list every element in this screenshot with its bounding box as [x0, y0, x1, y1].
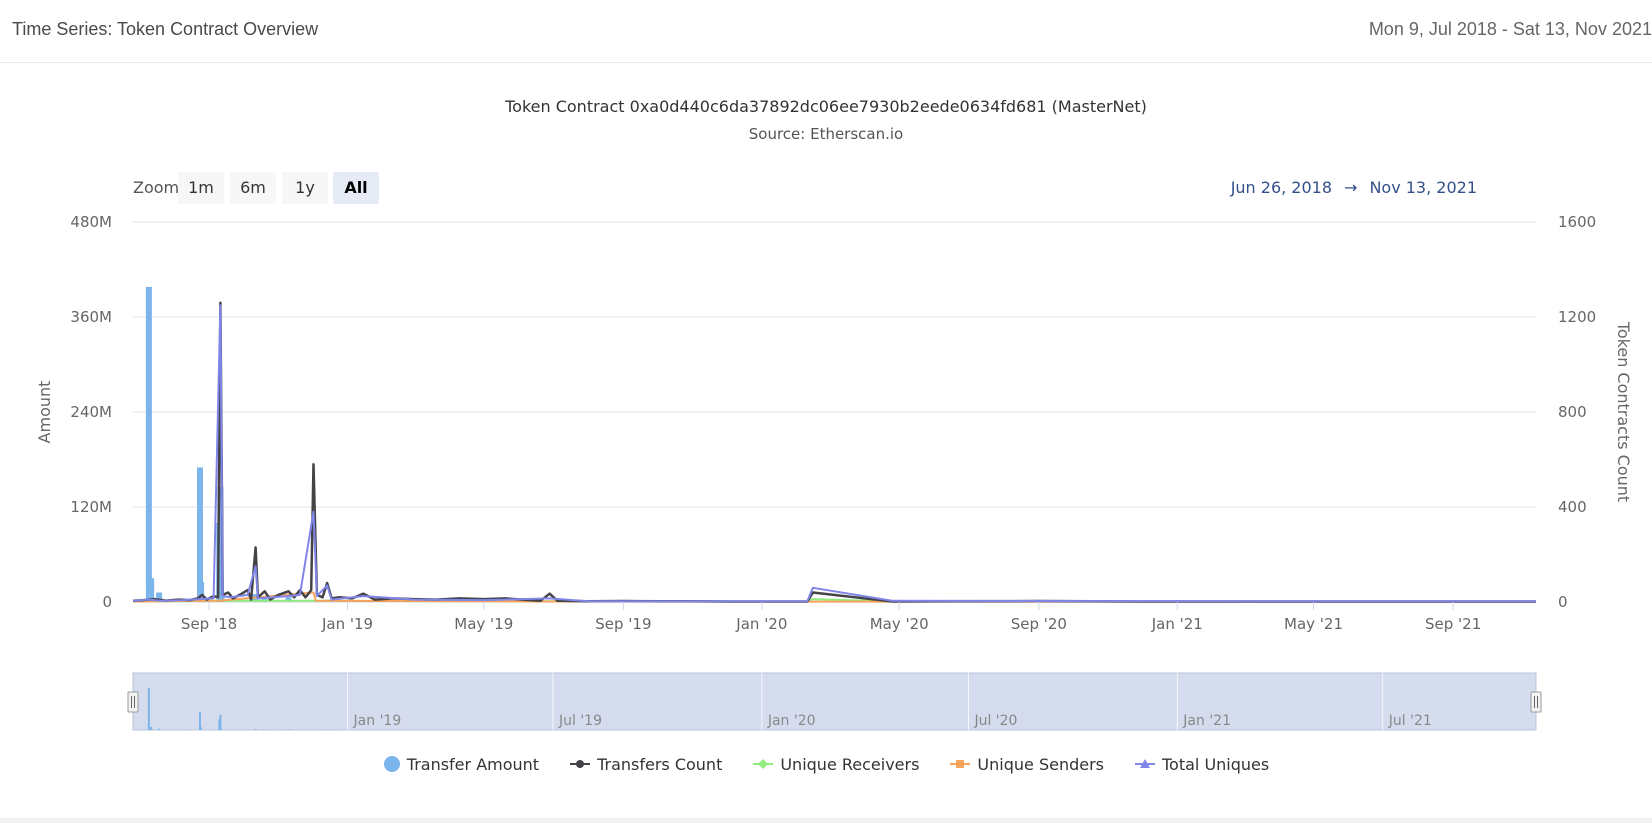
transfer-amount-bar	[218, 595, 225, 602]
chart-legend: Transfer Amount Transfers Count Unique R…	[0, 752, 1652, 776]
navigator-tick-label: Jul '21	[1388, 713, 1432, 729]
y-right-tick-label: 0	[1558, 593, 1568, 611]
transfers-count-line	[132, 301, 1536, 603]
range-arrow-icon: →	[1344, 178, 1358, 197]
zoom-6m-button[interactable]: 6m	[230, 172, 276, 204]
x-tick-label: Jan '19	[321, 615, 373, 633]
navigator-bar	[218, 719, 221, 730]
navigator-right-handle	[1530, 691, 1542, 713]
navigator-bar	[263, 729, 266, 731]
zoom-1m-button[interactable]: 1m	[178, 172, 224, 204]
legend-label: Total Uniques	[1162, 754, 1270, 774]
range-to-input[interactable]: Nov 13, 2021	[1369, 178, 1477, 197]
x-tick-label: May '21	[1284, 615, 1343, 633]
zoom-all-button[interactable]: All	[333, 172, 379, 204]
navigator-tick-label: Jul '19	[558, 713, 602, 729]
total-uniques-line	[132, 304, 1536, 603]
navigator-bar	[254, 728, 257, 730]
chart-series	[132, 286, 1537, 603]
page-title: Time Series: Token Contract Overview	[12, 19, 319, 39]
chart-axes: 0 0 120M 400 240M 800 360M 1200 480M 1600 Amount To…	[35, 213, 1633, 633]
x-tick-label: Sep '19	[595, 615, 651, 633]
navigator-bar	[287, 729, 290, 730]
y-left-tick-label: 120M	[70, 498, 112, 516]
page-header: Time Series: Token Contract Overview Mon…	[0, 0, 1652, 63]
transfer-amount-bar	[145, 286, 152, 602]
navigator-bar	[198, 711, 201, 730]
navigator-bar	[200, 727, 203, 730]
legend-marker-line-diamond-icon	[753, 759, 774, 769]
y-left-tick-label: 360M	[70, 308, 112, 326]
navigator-bar	[327, 729, 330, 731]
legend-label: Transfers Count	[597, 754, 723, 774]
footer-divider	[0, 818, 1652, 823]
x-tick-label: May '19	[454, 615, 513, 633]
range-from-input[interactable]: Jun 26, 2018	[1230, 178, 1333, 197]
legend-label: Unique Senders	[977, 754, 1104, 774]
navigator-bar	[185, 729, 188, 731]
x-tick-label: Sep '18	[181, 615, 237, 633]
x-tick-label: Jan '21	[1151, 615, 1203, 633]
navigator-selection	[132, 672, 1537, 731]
y-right-tick-label: 1600	[1558, 213, 1596, 231]
legend-item-transfer-amount[interactable]: Transfer Amount	[383, 752, 539, 776]
y-left-tick-label: 480M	[70, 213, 112, 231]
y-left-tick-label: 240M	[70, 403, 112, 421]
date-range-display: Jun 26, 2018 → Nov 13, 2021	[1231, 178, 1477, 197]
transfer-amount-bar	[196, 467, 203, 602]
date-range-label: Mon 9, Jul 2018 - Sat 13, Nov 2021	[1368, 19, 1652, 39]
legend-marker-line-circle-icon	[570, 760, 591, 768]
legend-marker-circle-icon	[383, 756, 400, 772]
navigator-bar	[220, 729, 223, 730]
legend-marker-line-triangle-icon	[1135, 759, 1155, 768]
x-tick-label: May '20	[870, 615, 929, 633]
legend-item-total-uniques[interactable]: Total Uniques	[1134, 752, 1269, 776]
x-tick-label: Sep '20	[1011, 615, 1067, 633]
navigator-bar	[150, 726, 153, 730]
navigator-bar	[158, 728, 161, 730]
legend-item-unique-receivers[interactable]: Unique Receivers	[752, 752, 919, 776]
navigator-tick-label: Jan '19	[353, 713, 402, 729]
transfer-amount-bar	[148, 578, 155, 602]
chart-subtitle: Source: Etherscan.io	[748, 125, 904, 143]
transfer-amount-bar	[217, 487, 224, 602]
y-right-tick-label: 1200	[1558, 308, 1596, 326]
zoom-label: Zoom	[133, 178, 180, 197]
x-tick-label: Sep '21	[1425, 615, 1481, 633]
navigator-bar	[219, 714, 222, 730]
x-tick-label: Jan '20	[735, 615, 787, 633]
navigator-bar	[147, 687, 150, 730]
navigator-left-handle	[127, 691, 139, 713]
transfer-amount-bar	[198, 582, 205, 602]
y-left-axis-title: Amount	[35, 381, 54, 444]
legend-item-transfers-count[interactable]: Transfers Count	[569, 752, 722, 776]
zoom-1y-button[interactable]: 1y	[282, 172, 328, 204]
transfer-amount-bar	[156, 592, 163, 602]
y-right-tick-label: 800	[1558, 403, 1587, 421]
legend-label: Transfer Amount	[406, 754, 540, 774]
y-right-axis-title: Token Contracts Count	[1614, 321, 1633, 502]
navigator-tick-label: Jul '20	[973, 713, 1017, 729]
legend-item-unique-senders[interactable]: Unique Senders	[949, 752, 1104, 776]
y-left-tick-label: 0	[102, 593, 112, 611]
y-right-tick-label: 400	[1558, 498, 1587, 516]
transfer-amount-bar	[285, 597, 292, 602]
legend-label: Unique Receivers	[780, 754, 920, 774]
legend-marker-line-square-icon	[950, 760, 971, 768]
navigator-tick-label: Jan '20	[767, 713, 816, 729]
navigator-tick-label: Jan '21	[1182, 713, 1231, 729]
chart-grid	[133, 221, 1536, 603]
navigator[interactable]: Jan '19 Jul '19 Jan '20 Jul '20 Jan '21 Jul '…	[127, 672, 1542, 731]
chart-title: Token Contract 0xa0d440c6da37892dc06ee79…	[505, 97, 1147, 116]
